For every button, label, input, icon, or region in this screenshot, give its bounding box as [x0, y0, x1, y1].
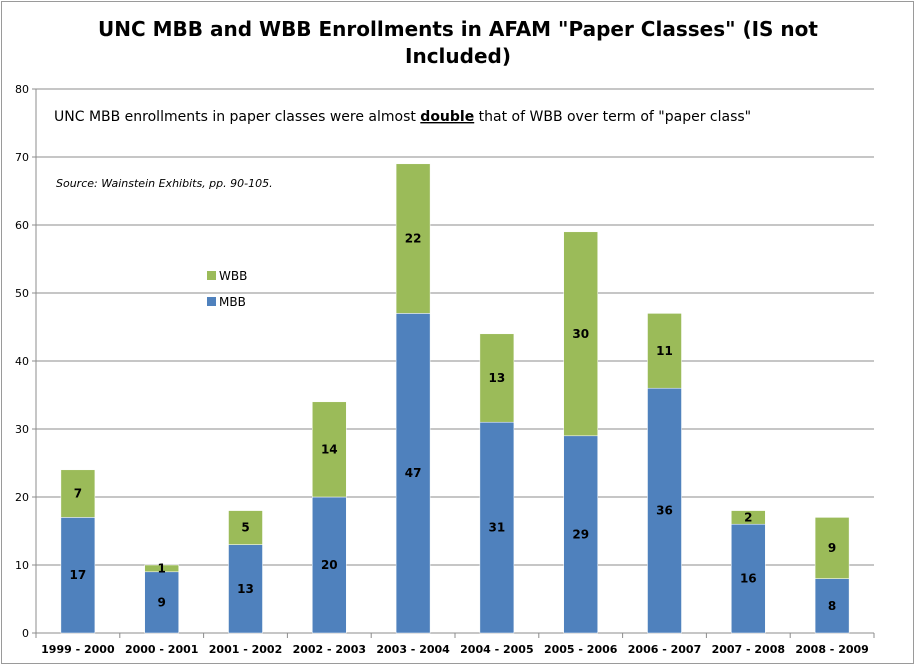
chart-title-line1: UNC MBB and WBB Enrollments in AFAM "Pap… — [98, 17, 818, 41]
bar-mbb — [647, 387, 682, 634]
bar-mbb — [395, 313, 431, 634]
bar-wbb — [395, 163, 431, 314]
legend-label-mbb: MBB — [219, 295, 246, 309]
bar-mbb — [731, 523, 766, 634]
data-label-mbb: 29 — [572, 527, 589, 541]
data-label-mbb: 16 — [740, 572, 757, 586]
data-label-mbb: 31 — [489, 521, 506, 535]
bar-wbb — [563, 231, 598, 437]
data-label-mbb: 8 — [828, 599, 836, 613]
x-tick-label: 2005 - 2006 — [544, 643, 618, 656]
x-tick-label: 2000 - 2001 — [125, 643, 198, 656]
legend-label-wbb: WBB — [219, 269, 247, 283]
data-label-wbb: 1 — [158, 561, 166, 575]
bar-mbb — [60, 517, 96, 634]
x-tick-label: 2003 - 2004 — [376, 643, 450, 656]
y-tick-label: 30 — [15, 423, 29, 436]
data-label-wbb: 5 — [241, 521, 249, 535]
data-label-wbb: 30 — [572, 327, 589, 341]
data-label-wbb: 14 — [321, 442, 338, 456]
y-tick-label: 60 — [15, 219, 29, 232]
legend-swatch-mbb — [207, 297, 216, 306]
data-label-wbb: 22 — [405, 232, 422, 246]
bar-mbb — [228, 544, 263, 634]
data-label-wbb: 2 — [744, 510, 752, 524]
bar-mbb — [144, 571, 179, 634]
bar-wbb — [60, 469, 96, 518]
data-labels: 17 7 9 1 13 5 20 14 47 22 31 13 29 30 36 11 16 2 8 9 — [70, 232, 837, 613]
data-label-wbb: 11 — [656, 344, 673, 358]
legend-swatch-wbb — [207, 271, 216, 280]
bar-wbb — [228, 510, 263, 545]
annotation-emphasis: double — [420, 109, 474, 125]
bar-mbb — [814, 578, 850, 634]
x-tick-label: 2001 - 2002 — [209, 643, 282, 656]
x-tick-label: 2008 - 2009 — [795, 643, 868, 656]
bar-wbb — [814, 517, 850, 579]
bar-mbb — [479, 421, 515, 634]
bar-wbb — [731, 510, 766, 525]
x-tick-label: 2006 - 2007 — [628, 643, 701, 656]
annotation-part-1: UNC MBB enrollments in paper classes wer… — [54, 109, 420, 125]
bar-mbb — [312, 496, 347, 634]
bar-wbb — [479, 333, 515, 423]
bar-wbb — [144, 564, 179, 573]
bar-wbb — [647, 313, 682, 389]
y-tick-label: 20 — [15, 491, 29, 504]
data-label-mbb: 17 — [70, 568, 87, 582]
y-tick-label: 0 — [22, 627, 29, 640]
y-tick-label: 50 — [15, 287, 29, 300]
data-label-wbb: 9 — [828, 541, 836, 555]
x-tick-label: 2004 - 2005 — [460, 643, 533, 656]
data-label-mbb: 13 — [237, 582, 254, 596]
source-note: Source: Wainstein Exhibits, pp. 90-105. — [56, 177, 273, 190]
annotation-part-2: that of WBB over term of "paper class" — [474, 109, 751, 125]
y-tick-label: 70 — [15, 151, 29, 164]
bar-mbb — [563, 435, 598, 634]
x-tick-label: 2002 - 2003 — [293, 643, 366, 656]
bar-wbb — [312, 401, 347, 498]
bars — [60, 163, 850, 634]
x-tick-label: 2007 - 2008 — [712, 643, 785, 656]
data-label-mbb: 9 — [158, 595, 166, 609]
data-label-wbb: 13 — [489, 371, 506, 385]
annotation-text: UNC MBB enrollments in paper classes wer… — [54, 109, 751, 125]
axes: 0 10 20 30 40 50 60 70 80 1999 - 2000 2000 - 2001 2… — [15, 83, 875, 656]
data-label-mbb: 36 — [656, 504, 673, 518]
chart-title-line2: Included) — [405, 44, 511, 68]
y-tick-label: 40 — [15, 355, 29, 368]
legend: WBB MBB — [207, 269, 247, 309]
data-label-wbb: 7 — [74, 487, 82, 501]
x-tick-label: 1999 - 2000 — [41, 643, 115, 656]
y-tick-label: 80 — [15, 83, 29, 96]
gridlines — [36, 88, 874, 566]
data-label-mbb: 20 — [321, 558, 338, 572]
y-tick-label: 10 — [15, 559, 29, 572]
data-label-mbb: 47 — [405, 466, 422, 480]
